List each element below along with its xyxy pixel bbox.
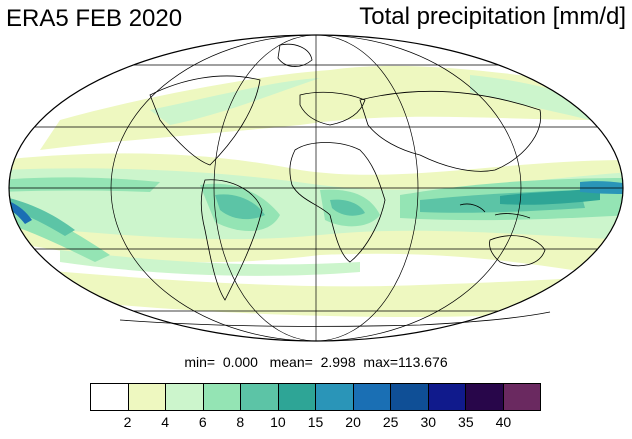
dataset-title: ERA5 FEB 2020 (6, 5, 183, 32)
colorbar-tick-label: 25 (382, 414, 399, 430)
colorbar-swatch (91, 384, 129, 410)
colorbar-swatch (128, 384, 166, 410)
mean-label: mean= (269, 354, 313, 370)
colorbar-swatch (316, 384, 354, 410)
colorbar-tick-label: 15 (307, 414, 324, 430)
coastlines (119, 43, 551, 327)
colorbar-swatch (241, 384, 279, 410)
colorbar-tick-label: 8 (236, 414, 245, 430)
colorbar-tick-label: 20 (345, 414, 361, 430)
colorbar-swatch (278, 384, 316, 410)
colorbar-tick-label: 30 (420, 414, 437, 430)
colorbar-labels: 2 4 6 8 10 15 20 25 30 35 40 (90, 414, 541, 436)
variable-title: Total precipitation [mm/d] (359, 3, 626, 30)
colorbar-swatch (166, 384, 204, 410)
mean-value: 2.998 (320, 354, 356, 370)
colorbar-swatch (466, 384, 504, 410)
statistics-line: min= 0.000 mean= 2.998 max=113.676 (0, 354, 632, 370)
colorbar-tick-label: 40 (495, 414, 512, 430)
colorbar-tick-label: 4 (161, 414, 170, 430)
globe-outline (8, 34, 624, 342)
colorbar-swatch (353, 384, 391, 410)
max-value: 113.676 (398, 354, 448, 370)
colorbar-swatch (428, 384, 466, 410)
precipitation-field (9, 65, 623, 317)
colorbar-tick-label: 35 (458, 414, 474, 430)
colorbar-swatch (391, 384, 429, 410)
max-label: max= (363, 354, 399, 370)
graticule (9, 35, 623, 341)
colorbar (90, 383, 541, 411)
colorbar-tick-label: 10 (270, 414, 286, 430)
colorbar-tick-label: 2 (123, 414, 132, 430)
colorbar-tick-label: 6 (198, 414, 207, 430)
colorbar-swatch (203, 384, 241, 410)
colorbar-swatch (503, 384, 540, 410)
min-value: 0.000 (222, 354, 258, 370)
min-label: min= (184, 354, 216, 370)
